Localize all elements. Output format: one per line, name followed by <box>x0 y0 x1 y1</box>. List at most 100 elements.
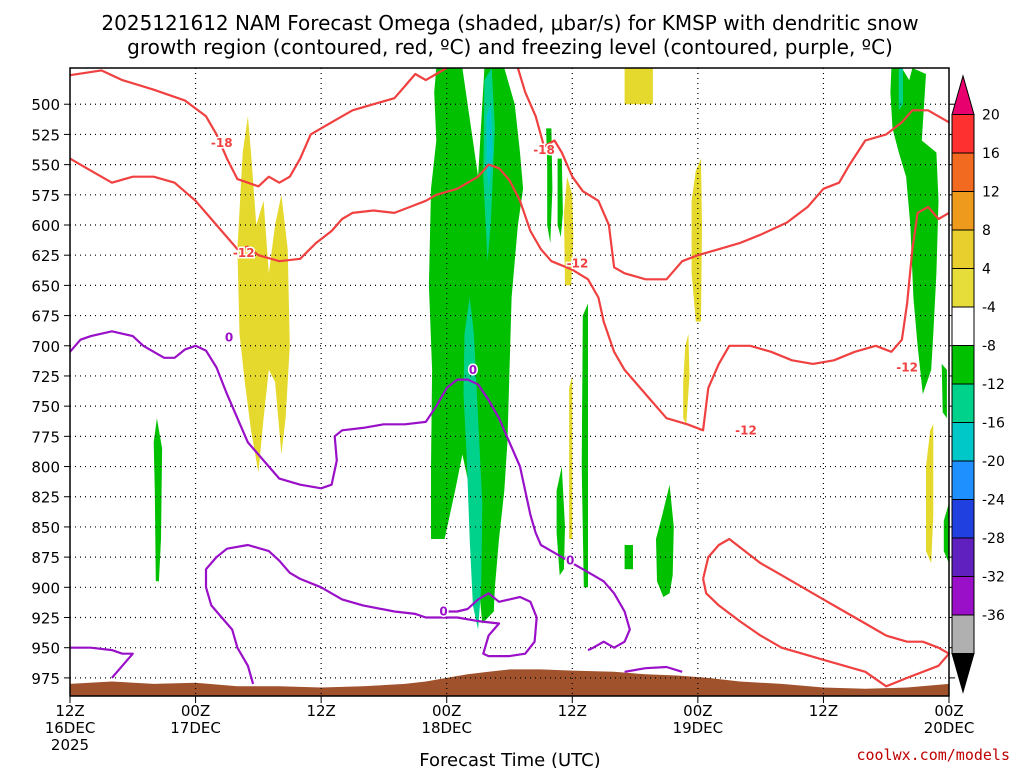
isotherm-label-3: -12 <box>735 423 757 437</box>
colorbar-swatch-5 <box>951 268 975 308</box>
omega-region-20 <box>941 363 947 419</box>
omega-region-0 <box>237 116 290 473</box>
terrain-fill <box>70 669 949 696</box>
colorbar-label-0: 20 <box>982 108 1000 124</box>
x-axis-label: Forecast Time (UTC) <box>419 750 600 768</box>
x-tick-label-48-1: 12Z <box>558 702 587 720</box>
y-tick-label-600: 600 <box>31 217 60 235</box>
y-tick-label-975: 975 <box>31 670 60 688</box>
freezing-level-contour-4 <box>70 646 134 679</box>
freezing-level-label-2: 0 <box>469 363 477 377</box>
x-tick-label-84-2: 20DEC <box>924 719 975 737</box>
colorbar-label-5: -4 <box>982 300 996 316</box>
colorbar-label-2: 12 <box>982 185 1000 201</box>
omega-region-11 <box>546 128 553 244</box>
x-tick-label-84-1: 00Z <box>934 702 963 720</box>
freezing-level-contour-0 <box>69 330 631 652</box>
colorbar-swatch-10 <box>951 460 975 500</box>
freezing-level-label-3: 0 <box>566 554 574 568</box>
y-tick-label-800: 800 <box>31 459 60 477</box>
x-tick-label-72-1: 12Z <box>809 702 838 720</box>
omega-region-19 <box>898 68 903 111</box>
omega-region-21 <box>943 502 949 564</box>
y-tick-label-775: 775 <box>31 428 60 446</box>
colorbar-label-4: 4 <box>982 262 991 278</box>
colorbar-swatch-14 <box>951 614 975 654</box>
y-tick-label-950: 950 <box>31 640 60 658</box>
colorbar-label-9: -20 <box>982 454 1005 470</box>
isotherm-label-4: -12 <box>896 361 918 375</box>
colorbar-swatch-8 <box>951 383 975 423</box>
chart-title-line-1: 2025121612 NAM Forecast Omega (shaded, μ… <box>101 11 918 35</box>
y-tick-label-725: 725 <box>31 368 60 386</box>
freezing-level-contour-1 <box>204 543 538 685</box>
y-tick-label-750: 750 <box>31 398 60 416</box>
colorbar-label-6: -8 <box>982 339 996 355</box>
omega-region-10 <box>486 104 493 189</box>
source-credit[interactable]: coolwx.com/models <box>856 746 1010 764</box>
omega-region-13 <box>581 303 588 588</box>
colorbar-swatch-2 <box>951 152 975 192</box>
x-tick-label-36-1: 00Z <box>432 702 461 720</box>
y-tick-label-500: 500 <box>31 96 60 114</box>
x-tick-label-36-2: 18DEC <box>421 719 472 737</box>
omega-region-2 <box>624 68 653 105</box>
omega-region-6 <box>926 424 934 564</box>
x-tick-label-60-2: 19DEC <box>673 719 724 737</box>
omega-region-1 <box>563 176 574 286</box>
isotherm-label-0: -18 <box>211 136 233 150</box>
y-tick-label-875: 875 <box>31 549 60 567</box>
colorbar-label-3: 8 <box>982 223 991 239</box>
omega-region-14 <box>556 466 565 576</box>
freezing-level-label-1: 0 <box>439 604 447 618</box>
y-tick-label-825: 825 <box>31 489 60 507</box>
colorbar-label-1: 16 <box>982 146 1000 162</box>
x-tick-label-24-1: 12Z <box>306 702 335 720</box>
x-tick-label-0-3: 2025 <box>51 736 89 754</box>
y-tick-label-650: 650 <box>31 277 60 295</box>
omega-region-12 <box>557 158 563 238</box>
colorbar-swatch-11 <box>951 499 975 539</box>
freezing-level-label-0: 0 <box>225 330 233 344</box>
isotherm-label-2: -12 <box>233 246 255 260</box>
omega-region-16 <box>656 484 674 597</box>
x-tick-label-12-1: 00Z <box>181 702 210 720</box>
y-tick-label-525: 525 <box>31 126 60 144</box>
colorbar-swatch-7 <box>951 345 975 385</box>
colorbar-label-10: -24 <box>982 493 1005 509</box>
omega-region-4 <box>683 333 690 425</box>
x-tick-label-0-2: 16DEC <box>45 719 96 737</box>
x-tick-label-12-2: 17DEC <box>170 719 221 737</box>
colorbar-label-7: -12 <box>982 377 1005 393</box>
y-tick-label-850: 850 <box>31 519 60 537</box>
y-axis-pressure: 500 525 550 575 600 625 650 675 700 725 750 775 800 8… <box>31 96 955 688</box>
colorbar-swatch-1 <box>951 114 975 154</box>
y-tick-label-700: 700 <box>31 338 60 356</box>
isotherm-label-1: -18 <box>533 143 555 157</box>
colorbar-swatch-6 <box>951 306 975 346</box>
omega-region-15 <box>624 545 633 570</box>
x-tick-label-0-1: 12Z <box>55 702 84 720</box>
colorbar-swatch-4 <box>951 229 975 269</box>
colorbar-label-8: -16 <box>982 416 1005 432</box>
y-tick-label-550: 550 <box>31 157 60 175</box>
colorbar-label-12: -32 <box>982 570 1005 586</box>
colorbar-swatch-9 <box>951 422 975 462</box>
colorbar-label-11: -28 <box>982 531 1005 547</box>
colorbar-label-13: -36 <box>982 608 1005 624</box>
contour-layer: -18 -18 -12 -12 -12 -12 0 0 0 0 <box>69 67 951 688</box>
isotherm-contour-6 <box>702 537 951 688</box>
omega-shading-layer <box>153 68 949 630</box>
isotherm-contour-1 <box>516 67 950 281</box>
colorbar-swatch-3 <box>951 191 975 231</box>
colorbar-top-arrow <box>951 74 975 115</box>
colorbar-swatch-13 <box>951 576 975 616</box>
omega-region-7 <box>428 68 524 624</box>
plot-frame <box>69 67 950 697</box>
omega-region-17 <box>153 418 163 582</box>
terrain-layer <box>70 669 949 696</box>
y-tick-label-900: 900 <box>31 579 60 597</box>
freezing-level-contour-5 <box>624 665 683 673</box>
